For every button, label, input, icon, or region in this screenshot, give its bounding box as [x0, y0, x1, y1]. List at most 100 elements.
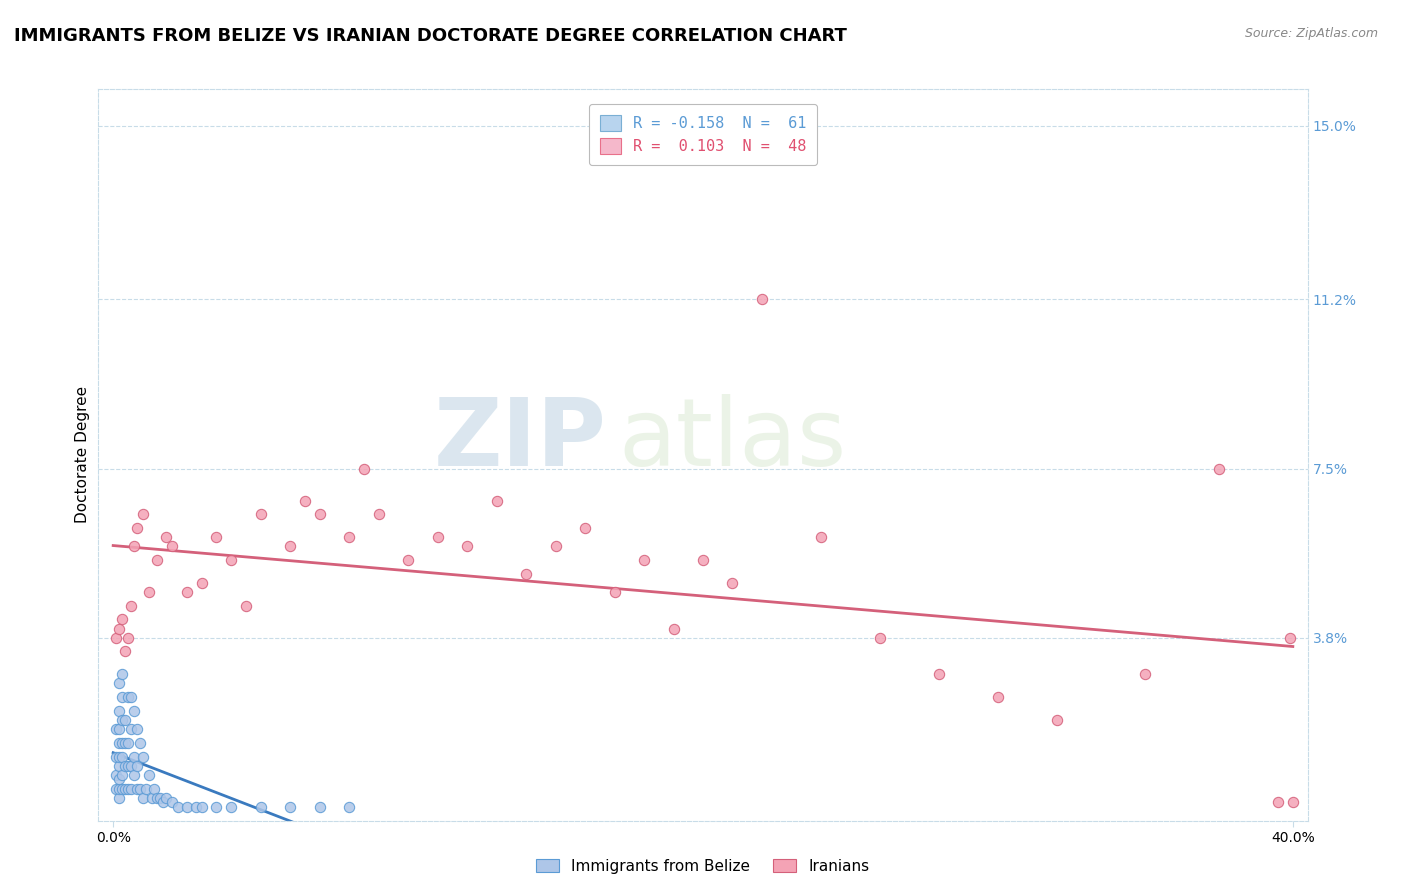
Point [160, 796, 183, 810]
Point [1208, 461, 1230, 475]
Point [120, 599, 142, 613]
Point [108, 790, 131, 805]
Point [108, 622, 131, 636]
Point [125, 521, 148, 535]
Point [544, 539, 567, 553]
Point [105, 749, 128, 764]
Point [810, 530, 832, 544]
Point [105, 768, 128, 782]
Point [111, 690, 134, 705]
Point [249, 508, 271, 522]
Point [337, 530, 360, 544]
Point [1282, 796, 1305, 810]
Point [120, 690, 142, 705]
Point [117, 781, 139, 796]
Point [308, 508, 330, 522]
Text: IMMIGRANTS FROM BELIZE VS IRANIAN DOCTORATE DEGREE CORRELATION CHART: IMMIGRANTS FROM BELIZE VS IRANIAN DOCTOR… [14, 27, 846, 45]
Point [131, 508, 153, 522]
Point [138, 768, 160, 782]
Point [114, 758, 136, 772]
Point [111, 713, 134, 727]
Point [426, 530, 449, 544]
Point [111, 768, 134, 782]
Point [337, 800, 360, 814]
Point [108, 736, 131, 750]
Point [219, 800, 242, 814]
Point [353, 461, 375, 475]
Point [367, 508, 389, 522]
Point [308, 800, 330, 814]
Point [120, 723, 142, 737]
Point [117, 631, 139, 645]
Point [120, 758, 142, 772]
Point [122, 768, 145, 782]
Point [692, 553, 714, 567]
Point [122, 704, 145, 718]
Point [114, 736, 136, 750]
Point [117, 736, 139, 750]
Point [131, 749, 153, 764]
Point [111, 749, 134, 764]
Point [108, 704, 131, 718]
Point [155, 790, 177, 805]
Point [456, 539, 478, 553]
Point [114, 713, 136, 727]
Point [146, 790, 169, 805]
Legend: Immigrants from Belize, Iranians: Immigrants from Belize, Iranians [530, 853, 876, 880]
Point [108, 781, 131, 796]
Point [149, 790, 172, 805]
Point [751, 293, 773, 307]
Point [111, 613, 134, 627]
Point [114, 781, 136, 796]
Point [1267, 796, 1289, 810]
Point [987, 690, 1010, 705]
Point [869, 631, 891, 645]
Point [108, 758, 131, 772]
Point [131, 790, 153, 805]
Point [117, 690, 139, 705]
Point [396, 553, 419, 567]
Point [125, 781, 148, 796]
Point [120, 781, 142, 796]
Point [1046, 713, 1069, 727]
Y-axis label: Doctorate Degree: Doctorate Degree [75, 386, 90, 524]
Point [160, 539, 183, 553]
Point [219, 553, 242, 567]
Point [125, 723, 148, 737]
Point [574, 521, 596, 535]
Point [135, 781, 157, 796]
Point [143, 781, 166, 796]
Point [117, 758, 139, 772]
Point [176, 585, 198, 599]
Point [928, 667, 950, 681]
Text: Source: ZipAtlas.com: Source: ZipAtlas.com [1244, 27, 1378, 40]
Point [205, 530, 228, 544]
Point [1278, 631, 1301, 645]
Text: ZIP: ZIP [433, 394, 606, 486]
Point [138, 585, 160, 599]
Point [603, 585, 626, 599]
Point [105, 723, 128, 737]
Point [721, 576, 744, 591]
Point [141, 790, 163, 805]
Point [205, 800, 228, 814]
Point [122, 749, 145, 764]
Point [249, 800, 271, 814]
Text: atlas: atlas [619, 394, 846, 486]
Point [128, 736, 150, 750]
Point [146, 553, 169, 567]
Point [167, 800, 190, 814]
Point [485, 493, 508, 508]
Point [176, 800, 198, 814]
Point [108, 772, 131, 787]
Point [294, 493, 316, 508]
Point [235, 599, 257, 613]
Point [108, 749, 131, 764]
Point [105, 781, 128, 796]
Point [515, 566, 537, 581]
Point [278, 539, 301, 553]
Point [184, 800, 207, 814]
Point [111, 667, 134, 681]
Point [190, 800, 212, 814]
Point [278, 800, 301, 814]
